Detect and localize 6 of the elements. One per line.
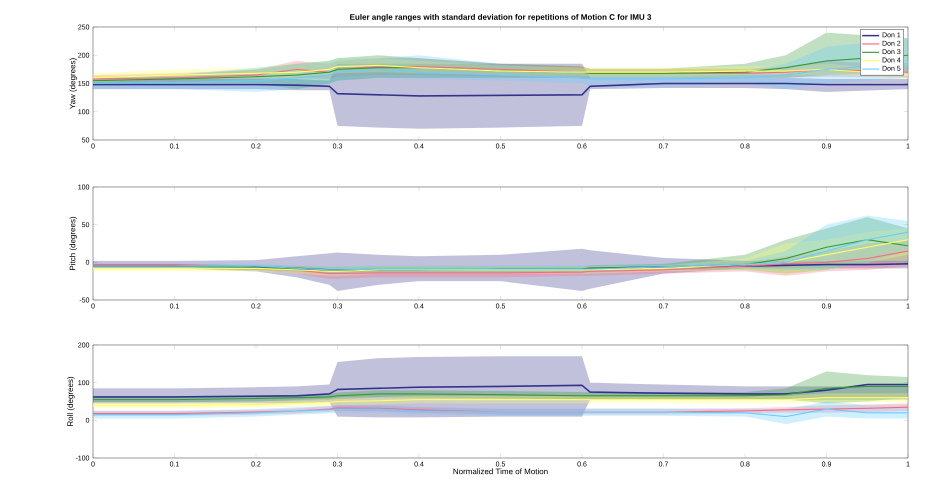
y-axis-title: Yaw (degrees): [69, 58, 77, 110]
line-series: [93, 63, 908, 84]
y-axis-title: Pitch (degrees): [69, 216, 77, 270]
x-axis-title: Normalized Time of Motion: [454, 468, 548, 474]
chart-title: Euler angle ranges with standard deviation for repetitions of Motion C for IMU 3: [350, 14, 652, 22]
y-axis-title: Roll (degrees): [67, 376, 75, 426]
